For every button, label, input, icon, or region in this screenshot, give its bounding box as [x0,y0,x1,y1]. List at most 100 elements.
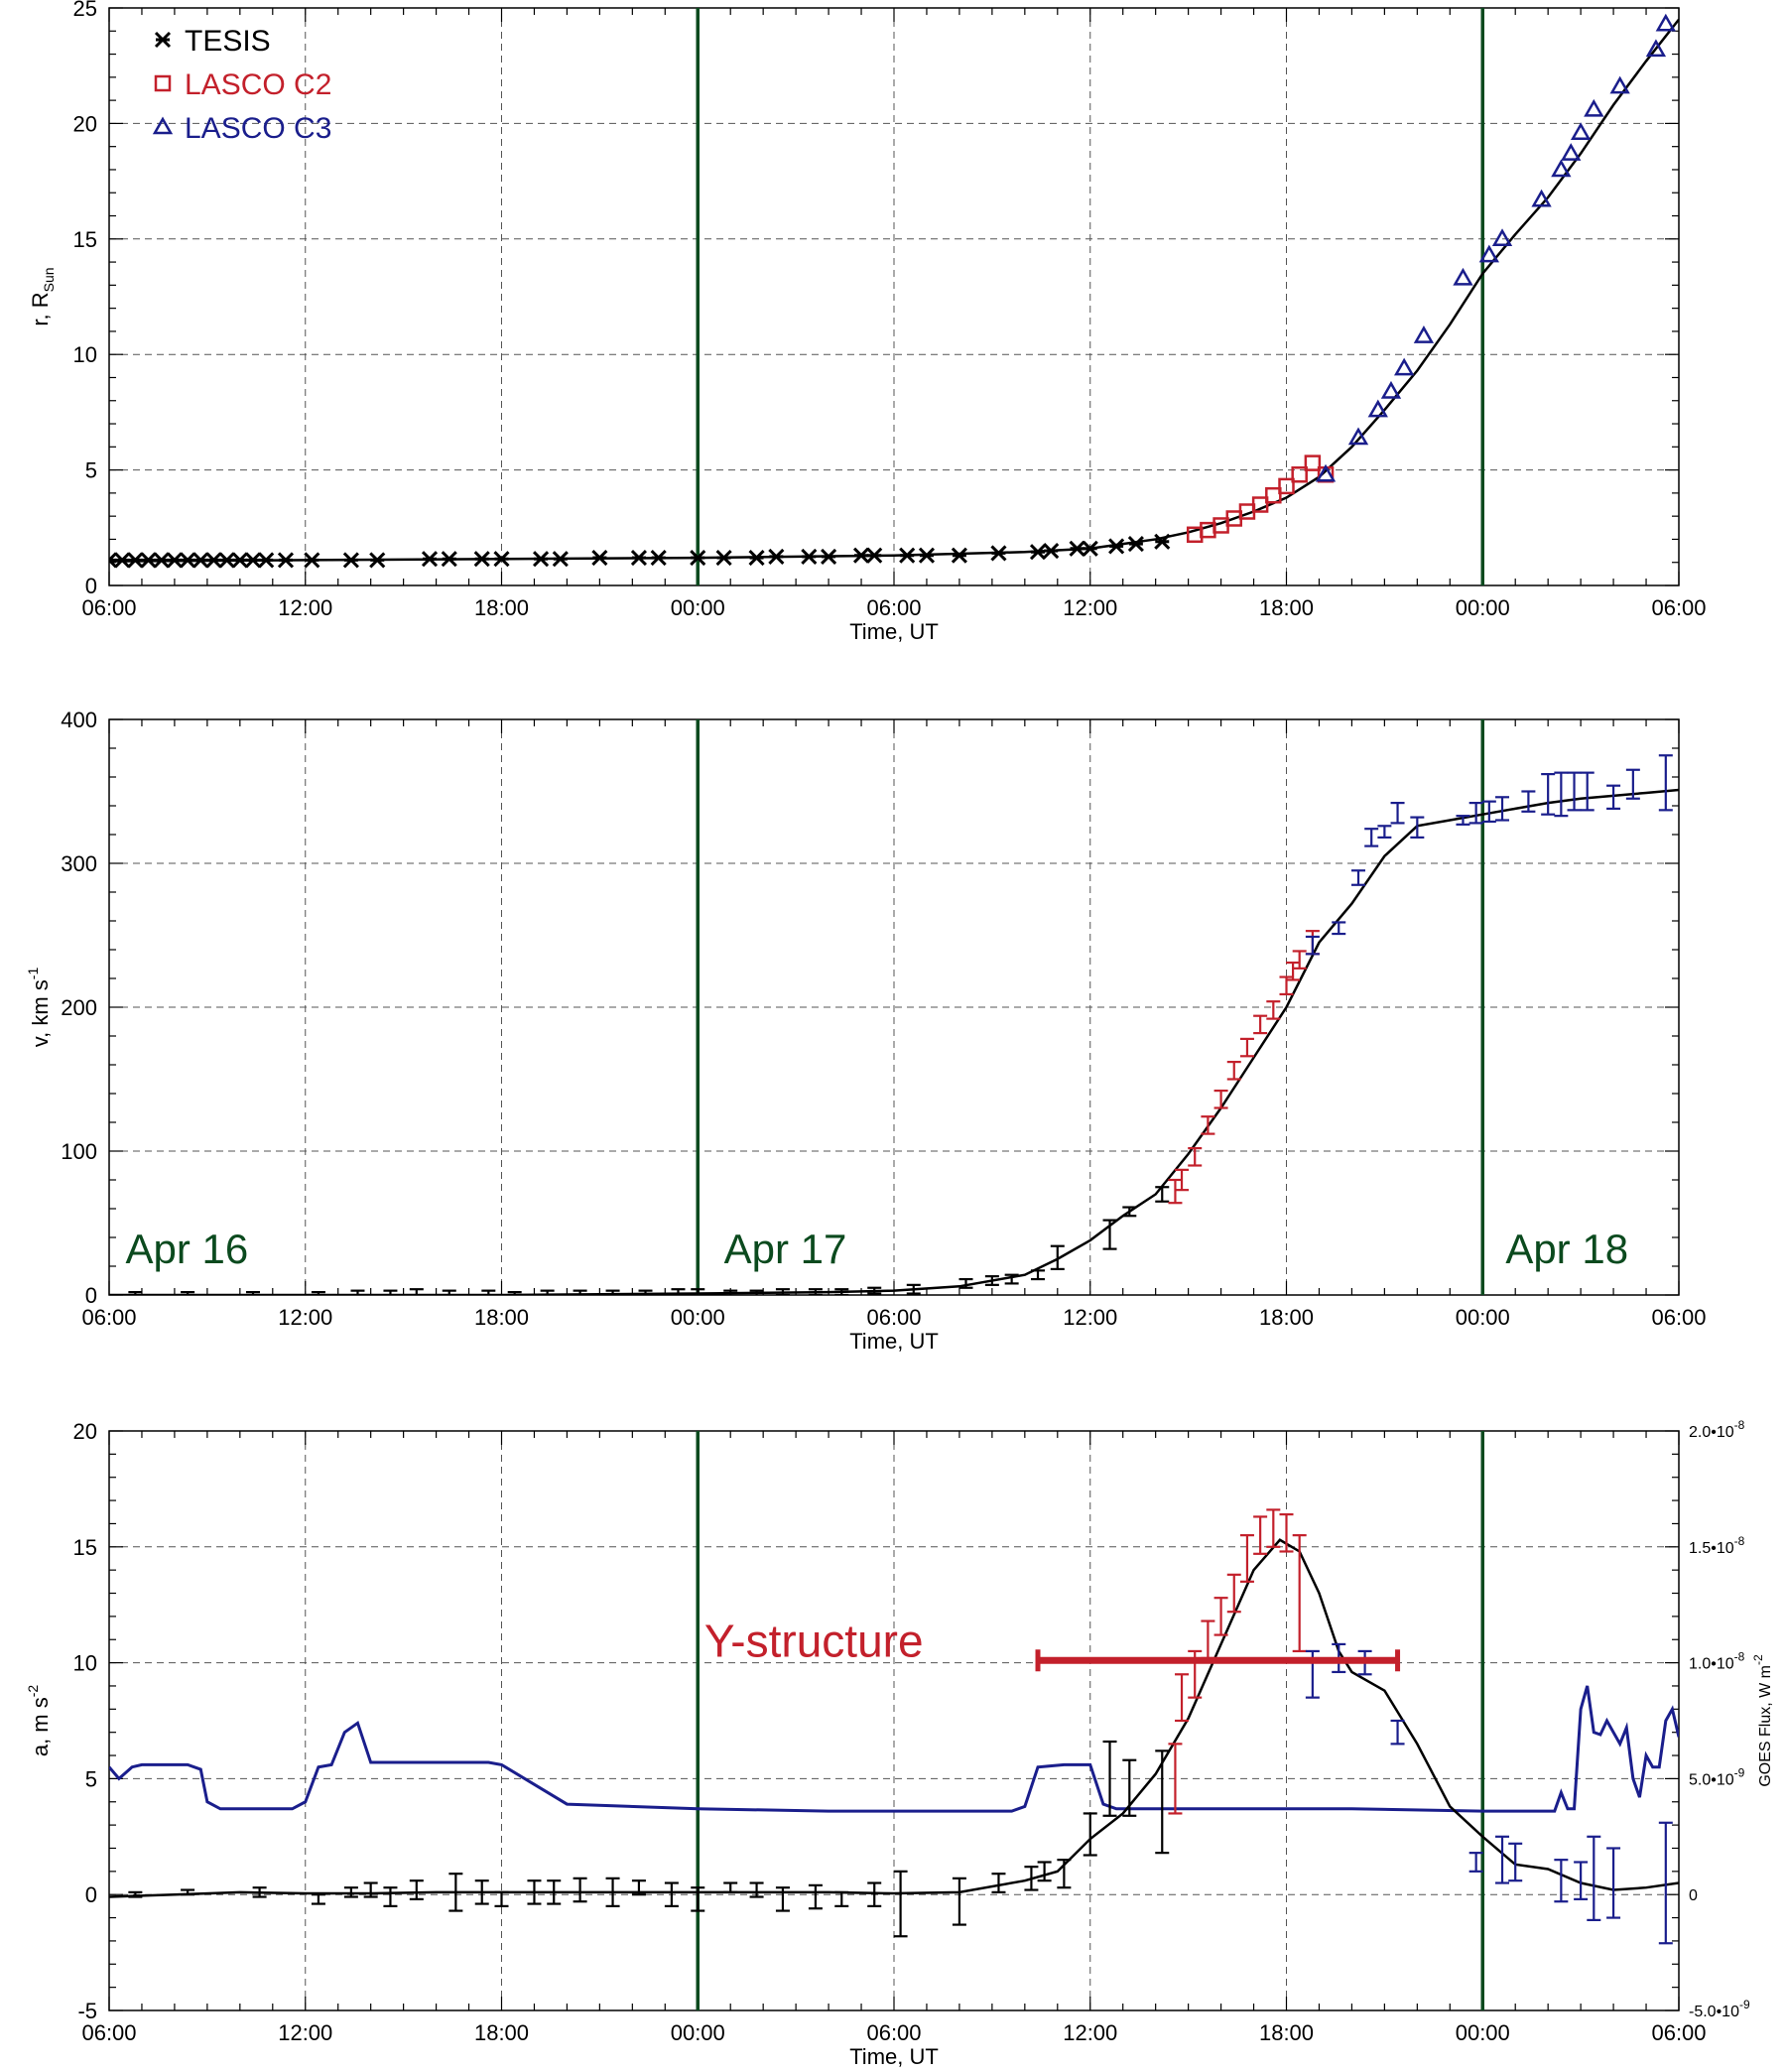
point-tesis [630,550,647,567]
error-bar-tesis [1155,1749,1170,1855]
point-c3 [1570,122,1592,140]
x-axis-label: Time, UT [849,619,939,644]
x-tick-label: 18:00 [1259,1305,1314,1330]
legend-label-tesis: TESIS [185,25,271,58]
y-tick-label: 20 [73,111,97,136]
y-tick-label: 0 [85,1882,97,1907]
x-tick-label: 06:00 [866,1305,921,1330]
x-tick-label: 18:00 [474,595,529,620]
legend-label-c2: LASCO C2 [185,68,331,101]
error-bar-c3 [1508,1842,1523,1882]
point-tesis [951,547,967,564]
error-bar-tesis [952,1877,966,1926]
error-bar-c3 [1377,825,1392,840]
y-tick-label: 5 [85,1766,97,1791]
panel-distance: 06:00 12:00 18:00 00:00 06:00 12:00 18:00 00:00… [28,0,1707,644]
error-bar-tesis [573,1289,587,1295]
point-c3 [1491,228,1513,247]
y-tick-label: 15 [73,1535,97,1560]
error-bar-c3 [1606,1847,1621,1919]
x-tick-label: 06:00 [81,1305,136,1330]
error-bar-tesis [605,1289,620,1295]
point-tesis [342,552,359,569]
y-axis-label: v, km s-1 [25,968,53,1048]
point-c3 [1453,267,1473,286]
point-tesis [591,550,608,567]
error-bar-c3 [1468,801,1483,825]
y-axis-label-main: a, m s [28,1697,53,1756]
error-bar-tesis [507,1290,522,1295]
legend-marker-tesis [154,31,172,49]
point-tesis [715,550,732,567]
x-tick-label: 00:00 [1456,595,1510,620]
error-bar-tesis [1004,1273,1019,1285]
error-bar-tesis [181,1888,195,1896]
day-label: Apr 17 [724,1226,847,1272]
x-tick-label: 18:00 [474,1305,529,1330]
x-tick-label: 00:00 [671,2020,725,2045]
y-axis-label: r, RSun [28,267,57,325]
error-bar-c3 [1606,784,1621,811]
x-tick-label: 00:00 [1456,1305,1510,1330]
error-bar-tesis [1122,1206,1137,1218]
point-tesis [1029,544,1047,561]
point-tesis [153,552,170,569]
y-axis-label-sub: Sun [41,267,57,292]
error-bar-c3 [1468,1852,1483,1873]
error-bar-tesis [867,1286,882,1295]
y-tick-label: 10 [73,1651,97,1676]
error-bar-c2 [1213,1597,1228,1636]
point-c2 [1251,496,1269,513]
goes-flux-line [109,1685,1679,1813]
day-label: Apr 16 [125,1226,248,1272]
error-bar-tesis [383,1886,398,1907]
y-structure-interval [1035,1649,1401,1672]
error-bar-tesis [867,1881,882,1907]
error-bar-tesis [671,1288,686,1295]
point-tesis [1069,540,1085,557]
point-tesis [1154,533,1171,550]
fit-curve [109,788,1679,1295]
error-bar-tesis [958,1277,973,1289]
right-tick-label: 5.0•10-9 [1689,1765,1745,1788]
error-bar-c2 [1188,1146,1203,1167]
point-tesis [493,551,510,568]
legend-marker-c2 [154,74,172,92]
grid [109,1431,1679,2010]
right-tick-label: 1.5•10-8 [1689,1534,1745,1557]
point-c3 [1478,244,1499,263]
error-bar-c3 [1541,772,1556,816]
right-axis-label-main: GOES Flux, W m [1757,1665,1774,1787]
day-label: Apr 18 [1505,1226,1628,1272]
x-tick-label: 06:00 [1651,1305,1706,1330]
x-tick-label: 06:00 [866,2020,921,2045]
point-c3 [1413,325,1435,343]
legend-label-c3: LASCO C3 [185,112,331,145]
error-bar-tesis [1057,1859,1072,1889]
right-tick-mantissa: -5.0•10 [1689,2004,1739,2020]
error-bar-c2 [1201,1115,1215,1135]
right-tick-exponent: -8 [1734,1418,1745,1432]
error-bar-c3 [1305,935,1320,956]
point-tesis [127,552,144,569]
y-axis-label-main: v, km s [28,979,53,1047]
error-bar-tesis [808,1288,823,1295]
error-bar-tesis [343,1886,358,1898]
y-structure-label: Y-structure [704,1615,924,1666]
point-c3 [1551,159,1572,178]
error-bar-tesis [409,1879,424,1900]
point-tesis [192,552,209,569]
x-tick-label: 18:00 [474,2020,529,2045]
point-tesis [552,551,569,568]
right-tick-exponent: -9 [1734,1765,1745,1779]
error-bar-c3 [1495,1835,1510,1884]
point-tesis [1043,543,1060,560]
error-bar-tesis [1102,1740,1117,1817]
y-tick-label: 0 [85,1283,97,1308]
error-bar-tesis [311,1893,325,1905]
error-bar-tesis [775,1886,790,1912]
point-tesis [114,552,131,569]
right-axis-label: GOES Flux, W m-2 [1751,1654,1774,1787]
point-tesis [473,551,490,568]
error-bar-c3 [1554,1859,1569,1903]
